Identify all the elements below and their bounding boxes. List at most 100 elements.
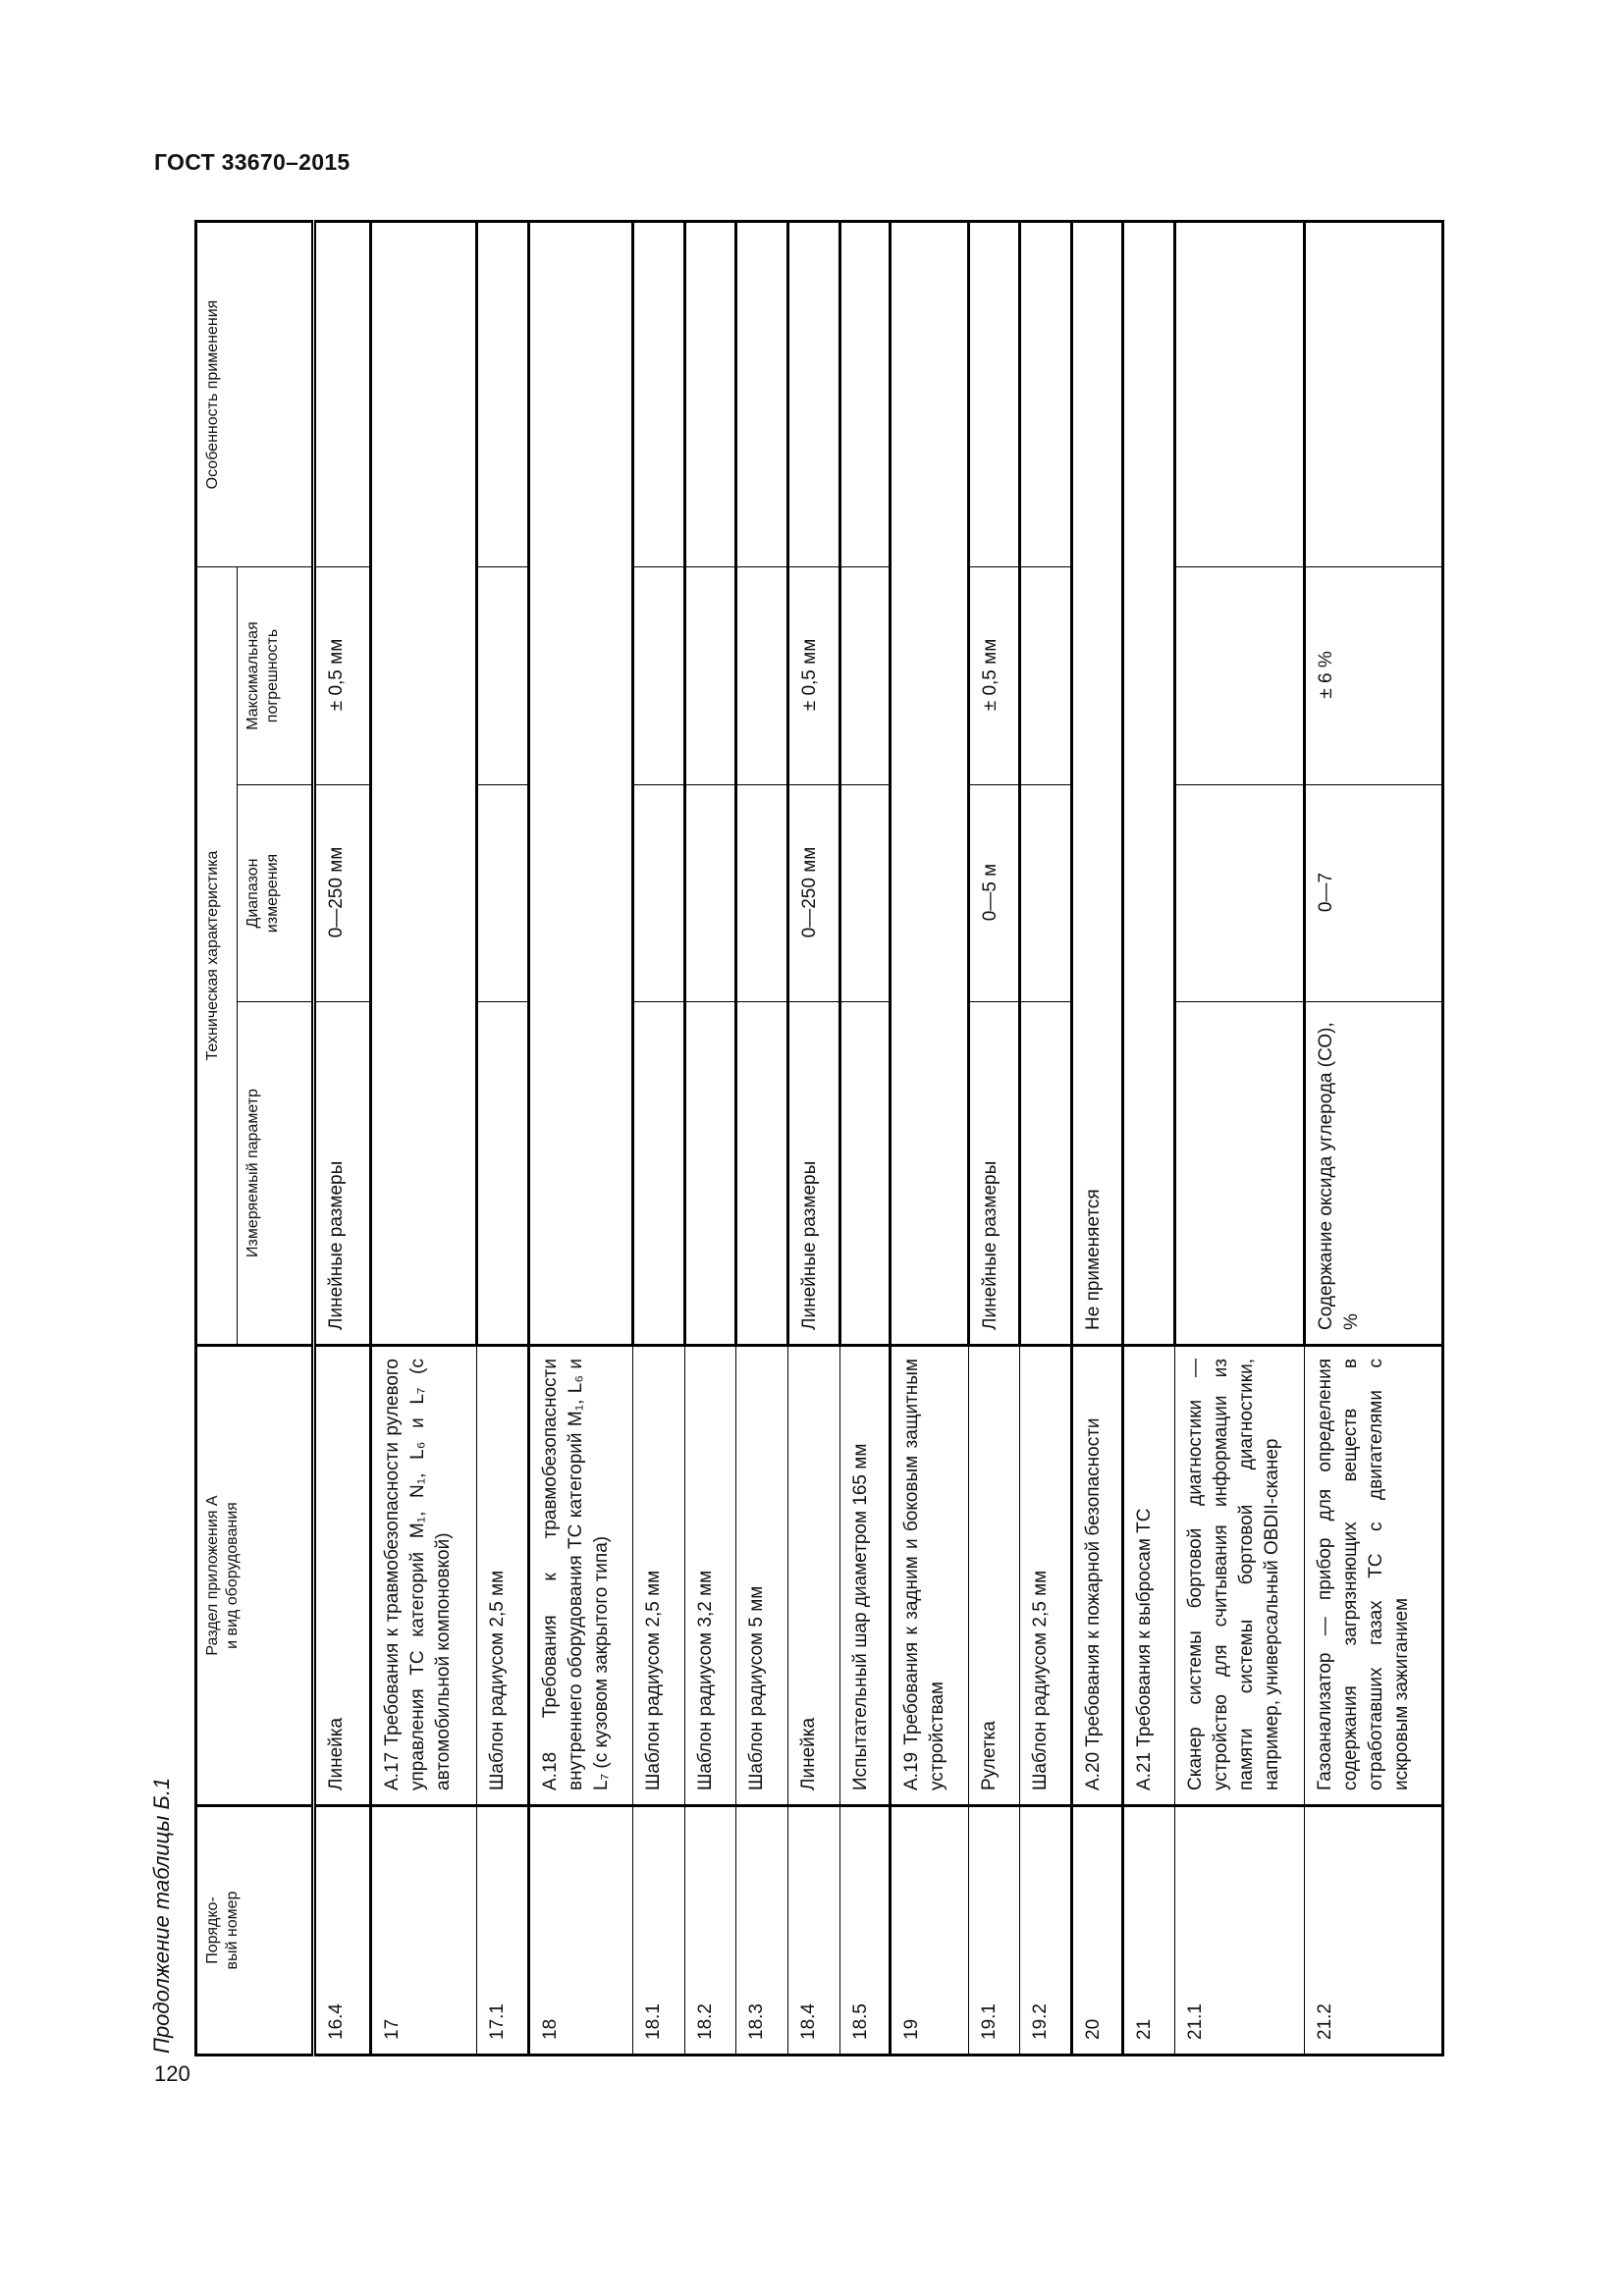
row-number: 21.1 (1174, 1805, 1305, 2056)
row-measured-parameter (839, 1001, 891, 1346)
row-merged-characteristics (528, 221, 633, 1346)
row-measured-parameter (684, 1001, 736, 1346)
row-section-equipment: Шаблон радиусом 2,5 мм (1019, 1345, 1072, 1806)
row-measurement-range: 0—5 м (968, 784, 1020, 1002)
row-merged-characteristics (1122, 221, 1175, 1346)
row-measured-parameter (1174, 1001, 1305, 1346)
row-measured-parameter: Линейные размеры (787, 1001, 840, 1346)
row-merged-characteristics: Не применяется (1071, 221, 1123, 1346)
row-section-equipment: А.21 Требования к выбросам ТС (1122, 1345, 1175, 1806)
row-measurement-range (632, 784, 685, 1002)
row-measured-parameter (476, 1001, 529, 1346)
row-measurement-range (839, 784, 891, 1002)
row-number: 18 (528, 1805, 633, 2056)
row-max-error (839, 566, 891, 785)
header-measured-parameter: Измеряемый параметр (237, 1001, 314, 1346)
row-measured-parameter: Линейные размеры (313, 1001, 371, 1346)
row-measurement-range (476, 784, 529, 1002)
table-row: 21 А.21 Требования к выбросам ТС (1122, 221, 1175, 2056)
row-merged-characteristics (890, 221, 969, 1346)
row-section-equipment: Линейка (313, 1345, 371, 1806)
header-max-error: Максимальная погрешность (237, 566, 314, 785)
header-measurement-range: Диапазон измерения (237, 784, 314, 1002)
row-max-error: ± 0,5 мм (313, 566, 371, 785)
row-measured-parameter: Содержание оксида углерода (СО), % (1304, 1001, 1443, 1346)
table-row: 19 А.19 Требования к задним и боковым защ… (890, 221, 969, 2056)
table-row: 18.3 Шаблон радиусом 5 мм (735, 221, 788, 2056)
table-row: 18.5 Испытательный шар диаметром 165 мм (839, 221, 891, 2056)
document-title: ГОСТ 33670–2015 (154, 149, 351, 175)
row-application-feature (1304, 221, 1443, 567)
row-application-feature (1019, 221, 1072, 567)
header-application-feature: Особенность применения (195, 221, 314, 567)
table-body: 16.4 Линейка Линейные размеры 0—250 мм ± 0,5… (313, 221, 1443, 2056)
row-application-feature (787, 221, 840, 567)
row-section-equipment: Рулетка (968, 1345, 1020, 1806)
row-number: 17 (370, 1805, 477, 2056)
row-application-feature (476, 221, 529, 567)
table-row: 21.2 Газоанализатор — прибор для определе… (1304, 221, 1443, 2056)
page-number: 120 (154, 2061, 190, 2086)
table-row: 18 А.18 Требования к травмобезопасности в… (528, 221, 633, 2056)
row-measured-parameter: Линейные размеры (968, 1001, 1020, 1346)
row-measured-parameter (735, 1001, 788, 1346)
row-section-equipment: Газоанализатор — прибор для определения … (1304, 1345, 1443, 1806)
row-max-error (632, 566, 685, 785)
row-measurement-range (735, 784, 788, 1002)
row-max-error: ± 6 % (1304, 566, 1443, 785)
row-application-feature (968, 221, 1020, 567)
row-number: 18.3 (735, 1805, 788, 2056)
row-section-equipment: А.19 Требования к задним и боковым защит… (890, 1345, 969, 1806)
row-application-feature (839, 221, 891, 567)
row-section-equipment: Линейка (787, 1345, 840, 1806)
row-section-equipment: Испытательный шар диаметром 165 мм (839, 1345, 891, 1806)
row-merged-characteristics (370, 221, 477, 1346)
row-number: 19 (890, 1805, 969, 2056)
table-row: 17.1 Шаблон радиусом 2,5 мм (476, 221, 529, 2056)
row-max-error: ± 0,5 мм (968, 566, 1020, 785)
table-caption: Продолжение таблицы Б.1 (149, 1777, 174, 2054)
table-row: 18.1 Шаблон радиусом 2,5 мм (632, 221, 685, 2056)
row-measured-parameter (1019, 1001, 1072, 1346)
row-max-error (735, 566, 788, 785)
row-number: 19.1 (968, 1805, 1020, 2056)
row-application-feature (684, 221, 736, 567)
row-measurement-range (1019, 784, 1072, 1002)
row-number: 19.2 (1019, 1805, 1072, 2056)
table-row: 16.4 Линейка Линейные размеры 0—250 мм ± 0,5… (313, 221, 371, 2056)
row-number: 17.1 (476, 1805, 529, 2056)
row-section-equipment: Шаблон радиусом 5 мм (735, 1345, 788, 1806)
table-row: 19.2 Шаблон радиусом 2,5 мм (1019, 221, 1072, 2056)
equipment-table-rotated: Порядко- вый номер Раздел приложения А и… (194, 220, 1444, 2056)
row-max-error (1019, 566, 1072, 785)
header-number: Порядко- вый номер (195, 1805, 314, 2056)
row-max-error: ± 0,5 мм (787, 566, 840, 785)
row-number: 18.2 (684, 1805, 736, 2056)
row-application-feature (1174, 221, 1305, 567)
row-measurement-range (1174, 784, 1305, 1002)
table-row: 18.2 Шаблон радиусом 3,2 мм (684, 221, 736, 2056)
header-section: Раздел приложения А и вид оборудования (195, 1345, 314, 1806)
row-section-equipment: Шаблон радиусом 2,5 мм (476, 1345, 529, 1806)
row-number: 20 (1071, 1805, 1123, 2056)
row-max-error (476, 566, 529, 785)
row-max-error (1174, 566, 1305, 785)
row-application-feature (735, 221, 788, 567)
header-tech-characteristic: Техническая характеристика (195, 566, 238, 1346)
row-application-feature (313, 221, 371, 567)
row-section-equipment: А.18 Требования к травмобезопасности вну… (528, 1345, 633, 1806)
row-measured-parameter (632, 1001, 685, 1346)
table-row: 19.1 Рулетка Линейные размеры 0—5 м ± 0,5 мм (968, 221, 1020, 2056)
row-number: 21 (1122, 1805, 1175, 2056)
table-row: 17 А.17 Требования к травмобезопасности р… (370, 221, 477, 2056)
table-row: 20 А.20 Требования к пожарной безопасност… (1071, 221, 1123, 2056)
row-section-equipment: Шаблон радиусом 3,2 мм (684, 1345, 736, 1806)
row-section-equipment: А.20 Требования к пожарной безопасности (1071, 1345, 1123, 1806)
row-max-error (684, 566, 736, 785)
row-measurement-range: 0—7 (1304, 784, 1443, 1002)
row-number: 18.4 (787, 1805, 840, 2056)
table-row: 21.1 Сканер системы бортовой диагностики … (1174, 221, 1305, 2056)
row-section-equipment: А.17 Требования к травмобезопасности рул… (370, 1345, 477, 1806)
row-section-equipment: Сканер системы бортовой диагностики — ус… (1174, 1345, 1305, 1806)
row-measurement-range: 0—250 мм (787, 784, 840, 1002)
